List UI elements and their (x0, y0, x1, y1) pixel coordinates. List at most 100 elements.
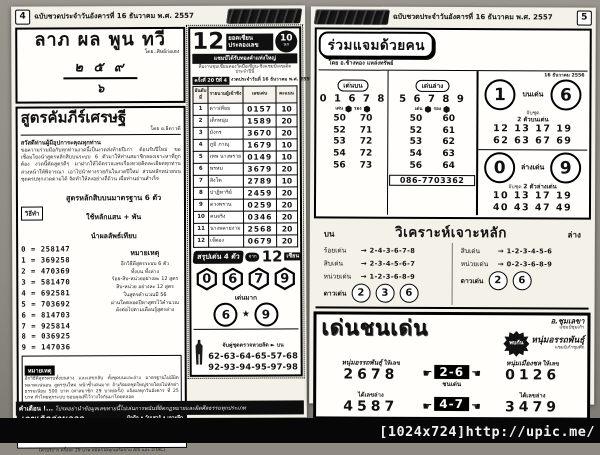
name: ภูมิ ภาณุ (208, 139, 243, 151)
sutra-title: สูตรคัมภีร์เศรษฐี (21, 110, 181, 126)
analysis-row: หน่วยเด่น1-2-3-6-8-9 (324, 271, 448, 283)
jam-right-panel: 16 ธันวาคม 2556 1 บนเด่น 6 จับชุด 2 ตัวบ… (478, 71, 588, 216)
duel-left-cell: หนุ่มอรรถพันธุ์ ให้เลข 2678 (319, 357, 422, 382)
method-line-2: ใช้หลักแสน + พัน (86, 213, 141, 221)
contest-subtitle: ทีมงานชุมเซียนทองวัดมือเซียน-ชิงแชมป์เลข… (192, 64, 297, 75)
number: 3679 (243, 163, 276, 175)
hexagon-icon (425, 106, 432, 113)
phone-number: 086-7703362 (389, 175, 475, 186)
gives-label: ให้เลข (384, 360, 400, 366)
mapping-row: 8 = 036925 (22, 332, 107, 343)
digit: 9 (276, 270, 294, 288)
score: 20 (276, 199, 297, 211)
duel-title: เด่นชนเด่น (319, 317, 430, 340)
duel-row-2: ได้เลขล่าง 4587 4-7 ได้เลขล่าง 3479 (319, 389, 584, 415)
rank: 10 (193, 211, 208, 223)
number: 1589 (243, 115, 276, 127)
col-score: คะแนน (276, 86, 297, 103)
duel-pair-box: 4-7 (434, 397, 469, 411)
lap-phon-box: ลาภ ผล พูน ทวี โดย..ศิษย์ก่อเฮง ๒ ๕ ๙ ๖ (15, 27, 185, 104)
bon-set-label: จับชุด 2 ตัวบนเด่น (481, 110, 584, 124)
left-column: ลาภ ผล พูน ทวี โดย..ศิษย์ก่อเฮง ๒ ๕ ๙ ๖ … (15, 27, 187, 455)
score: 20 (276, 127, 297, 139)
analysis-right-label: ล่าง (568, 229, 581, 242)
mapping-section: 0 = 258147 1 = 369258 2 = 470369 3 = 581… (21, 244, 181, 354)
name: เทพ นางพราย (208, 151, 243, 163)
set-desc: 2 ตัวล่างเด่น (523, 184, 557, 191)
lucky-denominator: ๖ (63, 79, 137, 98)
col-name: รายนามผู้เข้าชิง (208, 86, 243, 103)
scan-background: 4 ฉบับชวดประจำวันอังคารที่ 16 ธันวาคม พ.… (0, 0, 600, 443)
duel-number: 2678 (319, 367, 422, 382)
digit: 7 (250, 270, 268, 288)
lang-den-label: ล่างเด่น (521, 163, 544, 174)
score: 20 (277, 223, 298, 235)
lucky-fraction: ๒ ๕ ๙ ๖ (63, 56, 137, 98)
arrow-right-icon (361, 272, 367, 280)
den-label: เด่น (335, 105, 343, 112)
duel-left-cell: ได้เลขล่าง 4587 (319, 389, 422, 414)
contest-number: 12 (192, 31, 224, 52)
pair-line: 62 63 67 69 (481, 135, 584, 147)
den-rong-row: เด่น รอง (389, 106, 475, 113)
rank: 9 (193, 199, 208, 211)
name: พรหม (208, 163, 243, 175)
pair-value: 50 (333, 113, 346, 125)
warning-strip-left: คำเตือน !... โปรดอย่านำข้อมูลเลขทายนี้ไป… (16, 400, 304, 415)
duel-script-stack: หนุ่มอรรถพันธุ์ แชมป์เก้าชุมศึก (531, 337, 584, 351)
round-date: งวดประจำวันที่ 16 ธันวาคม พ.ศ. 2557 (231, 77, 313, 84)
contest-title-line1: ยอดเซียน (228, 34, 253, 41)
starburst-icon: พบกัน (503, 331, 529, 357)
name: นางพลายงาม (209, 223, 244, 235)
analysis-row: สิบเด่น2-3-4-5-6-7 (324, 258, 448, 270)
analysis-row: ร้อยเด่น2-4-3-6-7-8 (324, 245, 448, 257)
number: 0346 (243, 211, 276, 223)
pair-value: 56 (409, 161, 422, 173)
rank: 5 (193, 151, 208, 163)
summary-number: 12 (262, 249, 283, 264)
key: หน่วยเด่น (461, 258, 495, 269)
denmak-label: เด่นมาก (193, 292, 298, 302)
name: คนจริง (208, 211, 243, 223)
hexagon-icon (443, 106, 450, 113)
duel-pair-box: 2-6 (434, 365, 469, 379)
page-number-right: 5 (577, 11, 592, 26)
den-lang-label: เด่นล่าง (416, 80, 450, 92)
circled-digit: 9 (550, 153, 581, 184)
duel-mid-cell: 4-7 (422, 395, 481, 415)
contest-column: 12 ยอดเซียน ประลองเลข 10 นก แชมป์ได้รับท… (188, 26, 303, 453)
tipster-name: หนุ่มอรรถพันธุ์ (342, 358, 383, 366)
pair-value: 54 (333, 149, 346, 161)
pair-value: 53 (333, 137, 346, 149)
pointing-hand-left-icon (471, 362, 481, 381)
duel-number: 0126 (481, 368, 584, 383)
number: 0679 (244, 235, 277, 247)
arrow-right-icon (361, 259, 367, 267)
mapping-row: 9 = 147036 (22, 343, 107, 354)
contest-round-row: ครั้งที่ 20 ปีที่ 4 งวดประจำวันที่ 16 ธั… (192, 76, 297, 84)
sutra-paragraph: ขอความร่วมมือกับทุกท่านงวดนี้เป็นงวดส่งท… (21, 147, 181, 184)
value: 0-2-3-6-8-9 (507, 260, 553, 268)
hexagon-digit: 6 (221, 267, 244, 290)
hexagon-digit: 9 (273, 267, 296, 290)
contest-title-line2: ประลองเลข (228, 42, 258, 49)
pair-value: 56 (333, 160, 346, 172)
rank: 3 (193, 127, 208, 139)
hexagon-digit: 0 (195, 268, 218, 291)
left-page-body: ลาภ ผล พูน ทวี โดย..ศิษย์ก่อเฮง ๒ ๕ ๙ ๖ … (11, 24, 307, 454)
bon-den-label: บนเด่น (522, 89, 543, 100)
arrow-right-icon (498, 247, 504, 255)
rank: 2 (193, 115, 208, 127)
member-fineprint: (ค่าบริการ ครั้งละ 29 บาท สมัครได้ทุกเคร… (17, 448, 187, 455)
